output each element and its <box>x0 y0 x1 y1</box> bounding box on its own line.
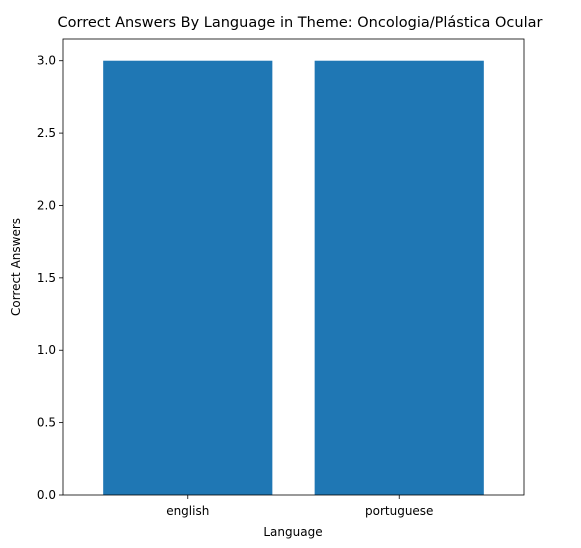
bars-group <box>103 60 484 495</box>
x-axis-title: Language <box>263 525 322 539</box>
plot-frame <box>62 38 525 496</box>
y-axis-title: Correct Answers <box>9 218 23 316</box>
y-tick-label: 0.0 <box>37 488 56 502</box>
chart-title: Correct Answers By Language in Theme: On… <box>58 15 543 31</box>
y-tick-label: 1.5 <box>37 271 56 285</box>
bar-portuguese <box>314 60 484 495</box>
y-tick-label: 2.5 <box>37 126 56 140</box>
y-tick-label: 3.0 <box>37 54 56 68</box>
x-tick-label-portuguese: portuguese <box>365 504 433 518</box>
x-axis-ticks: english portuguese <box>166 495 433 518</box>
plot-area: 0.0 0.5 1.0 1.5 2.0 2.5 3.0 english portuguese <box>37 38 525 518</box>
y-axis-ticks: 0.0 0.5 1.0 1.5 2.0 2.5 3.0 <box>37 54 63 502</box>
y-tick-label: 1.0 <box>37 343 56 357</box>
x-tick-label-english: english <box>166 504 209 518</box>
bar-english <box>103 60 273 495</box>
y-tick-label: 0.5 <box>37 416 56 430</box>
y-tick-label: 2.0 <box>37 198 56 212</box>
